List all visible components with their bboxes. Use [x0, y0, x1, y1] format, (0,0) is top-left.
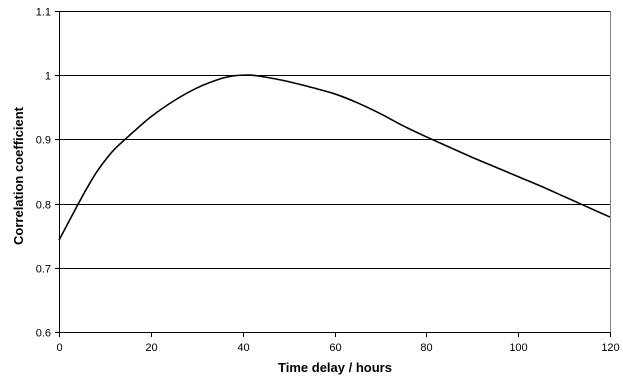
x-tick-label: 40: [237, 342, 249, 354]
tick-labels: 0.6 0.7 0.8 0.9 1 1.1 0 20 40 60 80 100 120: [36, 7, 620, 355]
x-tick-label: 120: [601, 342, 619, 354]
y-tick-label: 0.6: [36, 328, 51, 340]
y-axis-title: Correlation coefficient: [11, 106, 26, 245]
x-tick-label: 100: [509, 342, 527, 354]
gridlines: [59, 11, 610, 269]
x-tick-label: 80: [420, 342, 432, 354]
y-tick-label: 0.7: [36, 264, 51, 276]
axes: [55, 11, 611, 337]
y-tick-label: 1: [45, 71, 51, 83]
x-tick-label: 0: [56, 342, 62, 354]
series-line: [58, 74, 611, 241]
x-tick-label: 20: [145, 342, 157, 354]
y-tick-label: 0.8: [36, 200, 51, 212]
y-tick-label: 1.1: [36, 7, 51, 19]
x-axis-title: Time delay / hours: [278, 360, 392, 375]
series-layer: [58, 74, 611, 241]
x-tick-label: 60: [329, 342, 341, 354]
y-tick-label: 0.9: [36, 135, 51, 147]
